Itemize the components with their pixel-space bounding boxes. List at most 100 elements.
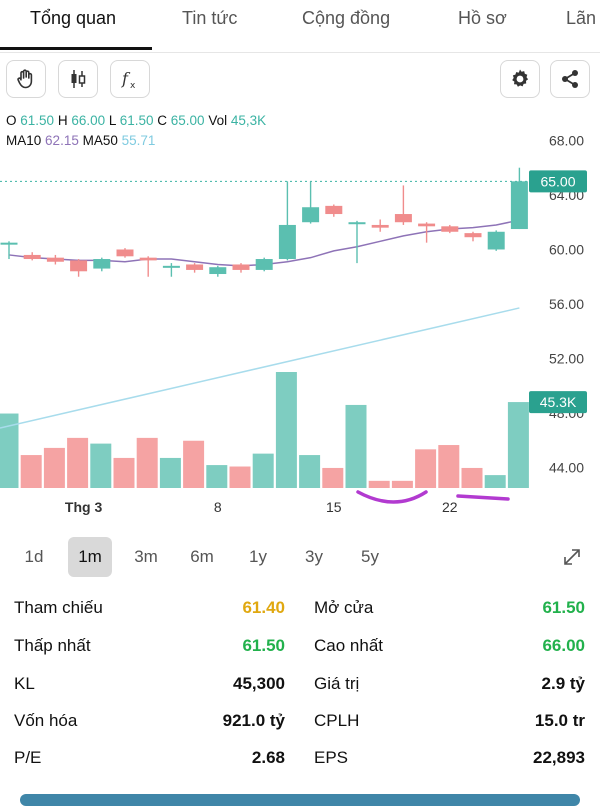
annotation-underline (456, 494, 510, 501)
stats-row: Vốn hóa 921.0 tỷ CPLH 15.0 tr (0, 711, 600, 745)
active-tab-indicator (0, 47, 152, 50)
volume-bar (206, 465, 228, 488)
settings-button[interactable] (500, 60, 540, 98)
candle (464, 231, 482, 242)
volume-bar (345, 404, 367, 488)
candle (93, 257, 111, 272)
period-6m[interactable]: 6m (190, 547, 214, 566)
tab-profile[interactable]: Hồ sơ (458, 8, 507, 28)
candle-body (0, 242, 18, 245)
close-label: C (157, 113, 168, 128)
candle (418, 222, 436, 243)
period-3m[interactable]: 3m (134, 547, 158, 566)
candle-body (325, 205, 343, 215)
candle-body (209, 267, 227, 275)
volume-bar (484, 475, 506, 488)
stat-label: Cao nhất (314, 636, 383, 655)
period-3y[interactable]: 3y (305, 547, 323, 566)
stat-value: 66.00 (542, 636, 585, 655)
candle (487, 230, 505, 251)
tab-community[interactable]: Cộng đồng (302, 8, 391, 28)
bottom-action-bar[interactable] (20, 794, 580, 806)
price-chart[interactable]: 68.0064.0060.0056.0052.0048.0044.0065.00… (0, 120, 600, 530)
period-1d[interactable]: 1d (24, 547, 44, 566)
period-1y[interactable]: 1y (249, 547, 267, 566)
volume-value: 45,3K (230, 113, 267, 128)
last-price-badge (529, 170, 587, 193)
volume-bar (299, 455, 321, 488)
tab-bar: Tổng quan Tin tức Cộng đồng Hồ sơ Lãn (0, 0, 600, 53)
candle-body (139, 257, 157, 261)
volume-bar (461, 467, 483, 488)
volume-bar (43, 447, 65, 488)
tab-more[interactable]: Lãn (566, 8, 597, 28)
volume-bar (113, 457, 135, 488)
expand-icon[interactable] (560, 545, 584, 569)
period-1m[interactable]: 1m (68, 537, 112, 577)
candle-body (441, 226, 459, 232)
volume-bar (507, 402, 529, 488)
stat-label: P/E (14, 748, 42, 767)
high-value: 66.00 (71, 113, 106, 128)
volume-bar (391, 480, 413, 488)
candlestick-icon (71, 70, 86, 88)
candle-body (232, 264, 250, 270)
y-tick-label: 68.00 (549, 132, 584, 148)
candle-body (186, 264, 204, 270)
stat-label: Mở cửa (314, 598, 374, 617)
stat-value: 921.0 tỷ (222, 711, 285, 730)
candle (510, 167, 528, 230)
stat-label: Thấp nhất (14, 636, 91, 655)
candle-body (46, 257, 64, 262)
annotation-underline (356, 490, 428, 504)
volume-bar (252, 453, 274, 488)
volume-bar (438, 445, 460, 488)
indicators-button[interactable]: f x (110, 60, 150, 98)
candle-body (23, 254, 41, 260)
volume-bar (90, 443, 112, 488)
ma10-label: MA10 (6, 133, 42, 148)
stat-value: 45,300 (233, 674, 285, 693)
candle (23, 252, 41, 261)
low-label: L (108, 113, 116, 128)
candle (348, 220, 366, 264)
candle-body (348, 222, 366, 225)
candle-body (464, 233, 482, 238)
ma-readout: MA10 62.15 MA50 55.71 (6, 133, 155, 148)
candle (46, 254, 64, 265)
y-tick-label: 60.00 (549, 241, 584, 257)
y-tick-label: 56.00 (549, 296, 584, 312)
x-tick-label: 8 (214, 499, 222, 515)
period-5y[interactable]: 5y (361, 547, 379, 566)
volume-bar (415, 449, 437, 488)
low-value: 61.50 (119, 113, 154, 128)
stats-row: P/E 2.68 EPS 22,893 (0, 748, 600, 782)
hand-tool-button[interactable] (6, 60, 46, 98)
volume-bar (183, 440, 205, 488)
volume-bar (368, 480, 390, 488)
stat-value: 2.9 tỷ (541, 674, 585, 693)
stat-label: KL (14, 674, 35, 693)
candle-body (93, 259, 111, 269)
x-tick-label: 22 (442, 499, 458, 515)
share-button[interactable] (550, 60, 590, 98)
chart-type-button[interactable] (58, 60, 98, 98)
candle (116, 248, 134, 258)
stat-value: 61.50 (542, 598, 585, 617)
open-label: O (6, 113, 17, 128)
candle (232, 263, 250, 273)
tab-overview[interactable]: Tổng quan (30, 8, 117, 28)
candle (186, 263, 204, 273)
y-tick-label: 52.00 (549, 351, 584, 367)
candle (0, 241, 18, 260)
volume-badge-label: 45.3K (540, 394, 577, 410)
stat-label: Vốn hóa (14, 711, 78, 730)
candle (325, 204, 343, 217)
stats-row: Thấp nhất 61.50 Cao nhất 66.00 (0, 636, 600, 670)
tab-news[interactable]: Tin tức (182, 8, 238, 28)
candle-body (70, 260, 88, 272)
volume-bar (159, 457, 181, 488)
high-label: H (57, 113, 68, 128)
stats-row: Tham chiếu 61.40 Mở cửa 61.50 (0, 598, 600, 632)
ma50-value: 55.71 (121, 133, 156, 148)
